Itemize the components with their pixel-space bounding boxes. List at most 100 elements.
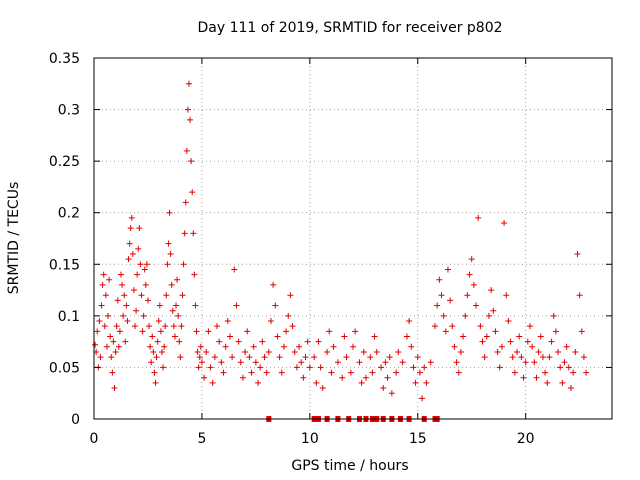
data-point xyxy=(99,281,106,288)
data-point xyxy=(237,359,244,366)
data-point xyxy=(403,333,410,340)
data-point xyxy=(416,369,423,376)
y-tick-label: 0.25 xyxy=(49,154,80,170)
data-point xyxy=(334,359,341,366)
data-point xyxy=(255,379,262,386)
data-point xyxy=(537,333,544,340)
data-point xyxy=(436,276,443,283)
data-point xyxy=(147,343,154,350)
data-point xyxy=(462,312,469,319)
data-point xyxy=(419,395,426,402)
data-point xyxy=(542,369,549,376)
data-point xyxy=(122,338,129,345)
data-point xyxy=(328,369,335,376)
data-point xyxy=(195,364,202,371)
data-point xyxy=(222,343,229,350)
data-point xyxy=(132,323,139,330)
data-point xyxy=(154,338,161,345)
data-point xyxy=(180,261,187,268)
data-point xyxy=(167,250,174,257)
data-point xyxy=(181,230,188,237)
data-point xyxy=(207,364,214,371)
y-tick-label: 0 xyxy=(71,412,80,428)
x-axis-label: GPS time / hours xyxy=(291,458,408,474)
data-point xyxy=(114,297,121,304)
data-point xyxy=(546,354,553,361)
data-point xyxy=(127,225,134,232)
data-point xyxy=(583,369,590,376)
data-point xyxy=(481,354,488,361)
data-point xyxy=(287,292,294,299)
y-tick-label: 0.05 xyxy=(49,360,80,376)
data-point xyxy=(468,256,475,263)
chart-title: Day 111 of 2019, SRMTID for receiver p80… xyxy=(197,20,502,36)
data-point xyxy=(175,312,182,319)
data-point xyxy=(544,379,551,386)
data-point xyxy=(139,328,146,335)
y-tick-label: 0.3 xyxy=(58,103,80,119)
data-point xyxy=(278,369,285,376)
grid xyxy=(94,58,612,419)
data-point xyxy=(511,369,518,376)
data-point xyxy=(101,323,108,330)
data-point xyxy=(488,287,495,294)
data-point xyxy=(233,302,240,309)
data-point xyxy=(115,343,122,350)
data-point xyxy=(107,333,114,340)
data-point xyxy=(177,354,184,361)
data-point xyxy=(137,261,144,268)
data-point xyxy=(464,292,471,299)
data-point xyxy=(157,328,164,335)
data-point xyxy=(442,328,449,335)
data-point xyxy=(475,214,482,221)
data-point xyxy=(313,379,320,386)
data-point xyxy=(109,369,116,376)
data-point xyxy=(176,338,183,345)
data-point xyxy=(205,328,212,335)
data-point xyxy=(112,348,119,355)
data-point xyxy=(126,240,133,247)
data-point xyxy=(218,359,225,366)
data-point xyxy=(388,390,395,397)
data-point xyxy=(110,338,117,345)
y-axis-label: SRMTID / TECUs xyxy=(6,182,22,295)
data-point xyxy=(311,354,318,361)
data-point xyxy=(576,292,583,299)
y-tick-label: 0.2 xyxy=(58,206,80,222)
data-point xyxy=(100,271,107,278)
data-point xyxy=(570,369,577,376)
data-point xyxy=(561,359,568,366)
data-point xyxy=(220,369,227,376)
data-point xyxy=(438,292,445,299)
data-point xyxy=(470,281,477,288)
data-point xyxy=(457,348,464,355)
data-point xyxy=(505,318,512,325)
data-point xyxy=(485,312,492,319)
data-point xyxy=(197,343,204,350)
data-point xyxy=(140,312,147,319)
data-point xyxy=(150,348,157,355)
data-point xyxy=(153,354,160,361)
data-point xyxy=(102,292,109,299)
data-point xyxy=(514,348,521,355)
data-point xyxy=(141,266,148,273)
data-point xyxy=(161,343,168,350)
data-point xyxy=(293,364,300,371)
data-point xyxy=(432,323,439,330)
data-point xyxy=(473,302,480,309)
data-point xyxy=(134,271,141,278)
data-point xyxy=(386,354,393,361)
data-point xyxy=(289,323,296,330)
data-point xyxy=(539,354,546,361)
data-point xyxy=(130,287,137,294)
data-point xyxy=(135,245,142,252)
data-point xyxy=(520,374,527,381)
data-point xyxy=(98,302,105,309)
data-point xyxy=(501,220,508,227)
data-point xyxy=(296,343,303,350)
data-point xyxy=(343,354,350,361)
data-point xyxy=(120,312,127,319)
data-point xyxy=(280,343,287,350)
data-point xyxy=(423,379,430,386)
data-point xyxy=(274,333,281,340)
